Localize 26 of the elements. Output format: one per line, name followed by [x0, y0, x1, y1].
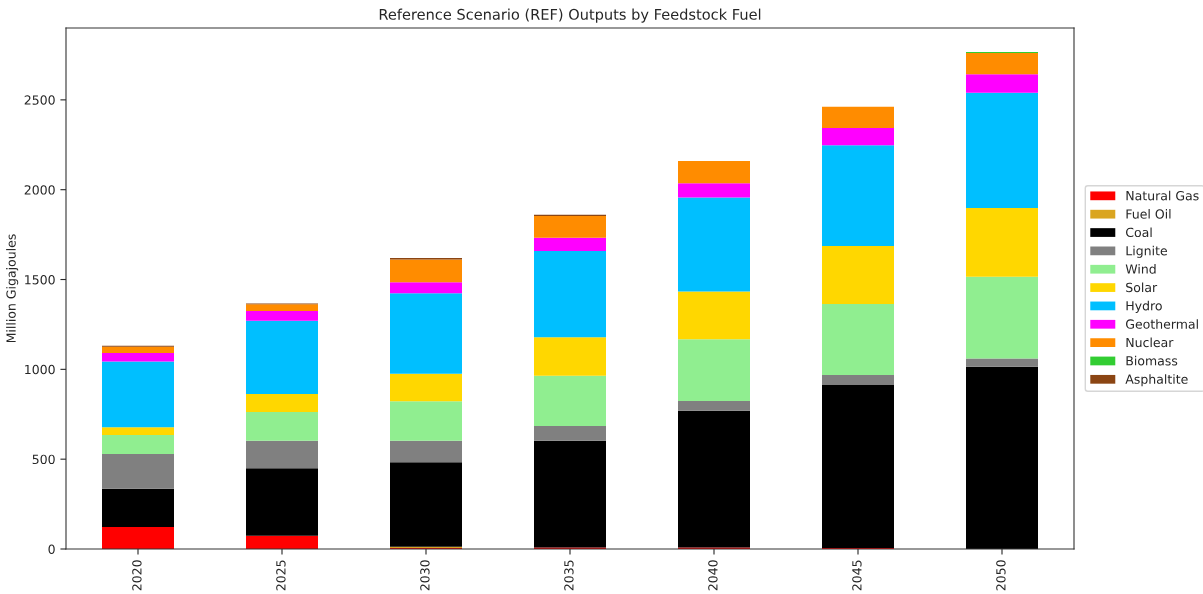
legend-label: Lignite	[1126, 245, 1167, 258]
x-tick-label: 2045	[852, 560, 862, 591]
legend-label: Hydro	[1126, 300, 1162, 313]
y-tick-label: 2500	[24, 95, 55, 105]
legend-label: Coal	[1125, 227, 1152, 238]
x-tick-label: 2035	[564, 560, 574, 591]
legend-label: Geothermal	[1125, 319, 1198, 329]
y-tick-label: 500	[32, 454, 55, 465]
y-tick-label: 1500	[25, 274, 55, 285]
x-tick-label: 2030	[420, 560, 430, 591]
x-tick-label: 2040	[708, 560, 718, 591]
x-tick-label: 2025	[276, 560, 286, 591]
legend-label: Wind	[1125, 264, 1156, 274]
legend-label: Solar	[1126, 282, 1158, 293]
y-tick-label: 1000	[25, 364, 55, 375]
y-axis-title: Million Gigajoules	[6, 234, 19, 343]
x-tick-label: 2020	[132, 560, 142, 591]
legend-label: Natural Gas	[1126, 190, 1199, 201]
legend-label: Fuel Oil	[1126, 209, 1171, 219]
x-tick-label: 2050	[996, 560, 1006, 591]
chart-title: Reference Scenario (REF) Outputs by Feedstock Fuel	[379, 8, 761, 23]
legend-label: Biomass	[1126, 355, 1178, 366]
legend-label: Nuclear	[1126, 337, 1174, 348]
y-tick-label: 2000	[24, 185, 55, 195]
y-tick-label: 0	[48, 544, 55, 554]
legend-label: Asphaltite	[1125, 374, 1188, 387]
